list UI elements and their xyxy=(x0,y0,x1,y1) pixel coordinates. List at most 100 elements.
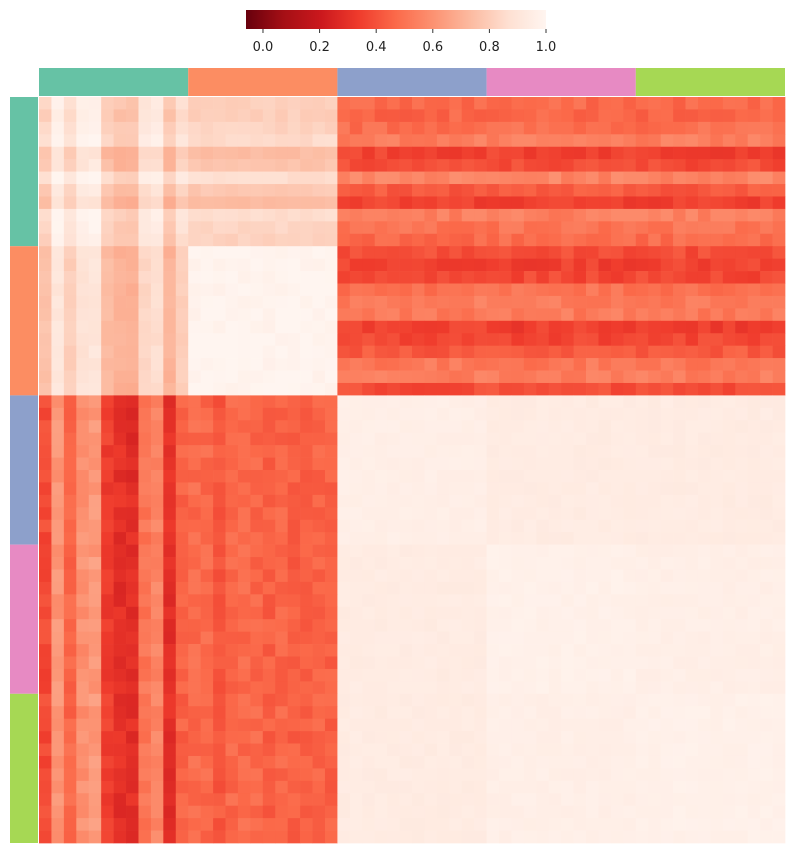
heatmap-cell xyxy=(88,308,102,322)
heatmap-cell xyxy=(126,693,139,707)
heatmap-cell xyxy=(399,382,413,396)
heatmap-cell xyxy=(324,445,338,458)
heatmap-cell xyxy=(262,184,276,197)
heatmap-cell xyxy=(349,507,363,521)
heatmap-cell xyxy=(747,159,761,172)
heatmap-cell xyxy=(623,755,637,769)
heatmap-cell xyxy=(113,271,127,284)
heatmap-cell xyxy=(126,830,139,844)
heatmap-cell xyxy=(150,196,164,210)
heatmap-cell xyxy=(150,370,164,384)
heatmap-cell xyxy=(648,233,662,247)
heatmap-cell xyxy=(51,482,65,496)
heatmap-cell xyxy=(163,818,177,831)
heatmap-cell xyxy=(673,407,686,421)
heatmap-cell xyxy=(561,830,574,844)
heatmap-cell xyxy=(163,755,177,769)
heatmap-cell xyxy=(648,793,662,807)
heatmap-cell xyxy=(150,544,164,558)
heatmap-cell xyxy=(324,768,338,782)
heatmap-cell xyxy=(337,134,351,148)
heatmap-cell xyxy=(461,830,475,844)
heatmap-cell xyxy=(772,171,786,185)
heatmap-cell xyxy=(511,482,525,496)
heatmap-cell xyxy=(635,532,649,545)
heatmap-cell xyxy=(747,109,761,123)
heatmap-cell xyxy=(250,258,264,272)
heatmap-cell xyxy=(697,420,711,434)
heatmap-cell xyxy=(573,631,587,645)
heatmap-cell xyxy=(685,544,699,558)
heatmap-cell xyxy=(163,768,177,782)
heatmap-cell xyxy=(486,668,500,682)
heatmap-cell xyxy=(200,644,214,657)
heatmap-cell xyxy=(760,668,773,682)
heatmap-cell xyxy=(523,109,537,123)
heatmap-cell xyxy=(101,731,114,744)
heatmap-cell xyxy=(772,407,786,421)
heatmap-cell xyxy=(362,581,376,595)
heatmap-cell xyxy=(424,208,438,222)
heatmap-cell xyxy=(673,221,686,235)
heatmap-cell xyxy=(648,768,662,782)
heatmap-cell xyxy=(648,358,662,371)
heatmap-cell xyxy=(150,532,164,545)
heatmap-cell xyxy=(586,594,599,608)
heatmap-cell xyxy=(287,557,301,570)
heatmap-cell xyxy=(474,184,487,197)
heatmap-cell xyxy=(722,706,736,720)
heatmap-cell xyxy=(213,283,226,297)
heatmap-cell xyxy=(188,743,201,757)
heatmap-cell xyxy=(337,780,351,794)
heatmap-cell xyxy=(772,283,786,297)
heatmap-cell xyxy=(673,345,686,359)
heatmap-cell xyxy=(523,345,537,359)
heatmap-cell xyxy=(113,718,127,732)
heatmap-cell xyxy=(362,818,376,831)
heatmap-cell xyxy=(51,358,65,371)
heatmap-cell xyxy=(213,557,226,570)
heatmap-cell xyxy=(648,532,662,545)
heatmap-cell xyxy=(287,793,301,807)
heatmap-cell xyxy=(697,457,711,471)
heatmap-cell xyxy=(449,171,463,185)
heatmap-cell xyxy=(747,793,761,807)
heatmap-cell xyxy=(499,656,512,670)
heatmap-cell xyxy=(573,432,587,446)
heatmap-cell xyxy=(586,606,599,620)
heatmap-cell xyxy=(635,693,649,707)
heatmap-cell xyxy=(262,606,276,620)
heatmap-cell xyxy=(536,793,550,807)
heatmap-cell xyxy=(337,382,351,396)
heatmap-cell xyxy=(275,805,289,819)
heatmap-cell xyxy=(387,221,400,235)
heatmap-cell xyxy=(536,295,550,309)
heatmap-cell xyxy=(63,644,77,657)
heatmap-cell xyxy=(337,544,351,558)
heatmap-cell xyxy=(262,494,276,508)
heatmap-cell xyxy=(412,432,425,446)
heatmap-cell xyxy=(673,830,686,844)
heatmap-cell xyxy=(113,619,127,632)
heatmap-cell xyxy=(88,320,102,334)
heatmap-cell xyxy=(697,295,711,309)
heatmap-cell xyxy=(461,507,475,521)
heatmap-cell xyxy=(536,656,550,670)
heatmap-cell xyxy=(237,146,251,160)
heatmap-cell xyxy=(474,482,487,496)
heatmap-cell xyxy=(598,445,612,458)
heatmap-cell xyxy=(250,755,264,769)
heatmap-cell xyxy=(772,569,786,583)
heatmap-cell xyxy=(673,743,686,757)
heatmap-cell xyxy=(113,382,127,396)
heatmap-cell xyxy=(275,395,289,409)
heatmap-cell xyxy=(175,668,189,682)
heatmap-cell xyxy=(39,731,52,744)
heatmap-cell xyxy=(474,644,487,657)
heatmap-cell xyxy=(262,482,276,496)
heatmap-cell xyxy=(610,258,624,272)
heatmap-cell xyxy=(685,121,699,135)
heatmap-cell xyxy=(536,121,550,135)
heatmap-cell xyxy=(722,407,736,421)
heatmap-cell xyxy=(747,755,761,769)
